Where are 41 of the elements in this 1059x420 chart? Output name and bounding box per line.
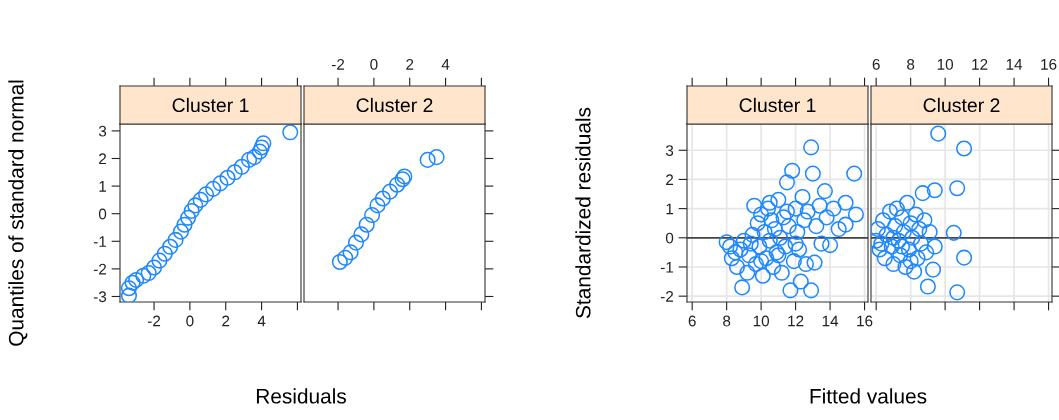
x-tick-label: 10	[937, 58, 954, 70]
y-axis-title: Quantiles of standard normal	[8, 80, 28, 346]
x-tick-label: 0	[370, 58, 378, 70]
x-tick-label: 2	[222, 315, 230, 327]
y-tick-label: -1	[660, 262, 674, 273]
y-tick-label: -1	[93, 236, 107, 247]
x-tick-label: 16	[1041, 58, 1057, 70]
x-tick-label: 10	[753, 315, 770, 327]
x-tick-label: 6	[688, 315, 696, 327]
x-tick-label: 4	[257, 315, 266, 327]
x-tick-label: 6	[872, 58, 880, 70]
y-tick-label: 3	[98, 125, 107, 137]
x-tick-label: 8	[723, 315, 731, 327]
chart-title: Cluster 1	[172, 97, 249, 113]
chart-title: Cluster 1	[739, 97, 816, 113]
y-tick-label: 0	[98, 208, 107, 220]
x-tick-label: 4	[441, 59, 450, 70]
y-axis-title: Standardized residuals	[575, 107, 591, 319]
chart-title: Cluster 2	[923, 97, 1000, 113]
x-tick-label: 12	[972, 58, 988, 70]
y-tick-label: 1	[99, 181, 107, 192]
x-tick-label: 16	[857, 315, 873, 327]
x-tick-label: 8	[907, 58, 915, 70]
x-tick-label: 14	[822, 315, 839, 327]
x-tick-label: 0	[186, 315, 194, 327]
y-tick-label: -2	[660, 291, 674, 302]
y-tick-label: 2	[666, 174, 674, 185]
y-tick-label: 2	[99, 153, 107, 165]
x-tick-label: -2	[331, 58, 345, 70]
y-tick-label: 3	[665, 145, 674, 156]
x-tick-label: 14	[1006, 59, 1023, 70]
x-axis-title: Residuals	[256, 388, 346, 404]
y-tick-label: -3	[93, 291, 107, 303]
x-tick-label: 12	[788, 315, 804, 327]
y-tick-label: 0	[665, 232, 674, 244]
y-tick-label: -2	[93, 263, 107, 275]
chart-title: Cluster 2	[356, 97, 433, 113]
x-tick-label: -2	[147, 315, 161, 327]
x-axis-title: Fitted values	[810, 388, 927, 404]
y-tick-label: 1	[666, 203, 674, 215]
x-tick-label: 2	[406, 58, 414, 70]
